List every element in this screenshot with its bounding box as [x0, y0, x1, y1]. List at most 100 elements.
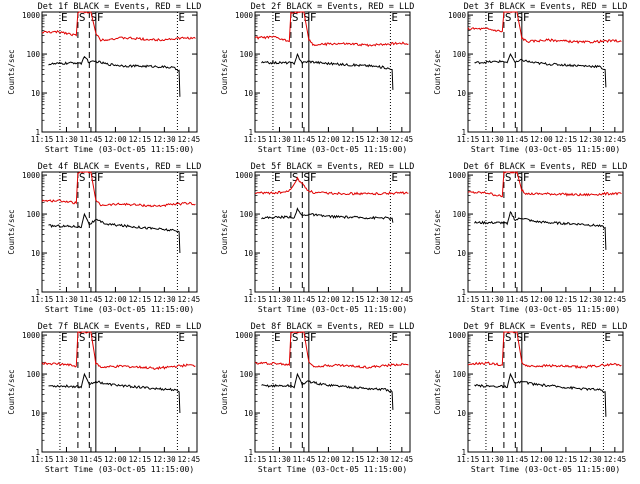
- marker-label: E: [487, 331, 494, 344]
- x-tick-label: 11:30: [55, 135, 78, 144]
- x-tick-label: 12:15: [555, 455, 578, 464]
- y-tick-label: 10: [244, 89, 254, 98]
- y-tick-label: 1000: [448, 331, 467, 340]
- chart-title: Det 1f BLACK = Events, RED = LLD: [38, 2, 202, 12]
- y-tick-label: 100: [239, 370, 253, 379]
- marker-label: S: [303, 11, 310, 24]
- x-axis-label: Start Time (03-Oct-05 11:15:00): [258, 145, 407, 154]
- marker-label: E: [391, 331, 398, 344]
- x-tick-label: 12:45: [391, 295, 414, 304]
- marker-label: E: [391, 11, 398, 24]
- marker-label: S: [303, 171, 310, 184]
- marker-label: F: [97, 331, 104, 344]
- marker-label: F: [310, 11, 317, 24]
- x-tick-label: 12:30: [579, 295, 602, 304]
- x-tick-label: 12:30: [153, 455, 176, 464]
- x-tick-label: 12:45: [604, 135, 627, 144]
- x-tick-label: 11:30: [481, 455, 504, 464]
- x-tick-label: 12:00: [104, 295, 127, 304]
- x-tick-label: 11:45: [80, 295, 103, 304]
- chart-svg: Det 9f BLACK = Events, RED = LLD 1 10 100 10…: [433, 322, 627, 474]
- x-tick-label: 11:15: [244, 295, 267, 304]
- x-tick-label: 12:15: [342, 455, 365, 464]
- series-events-line: [48, 212, 181, 254]
- x-tick-label: 12:00: [317, 295, 340, 304]
- y-tick-label: 1000: [22, 331, 41, 340]
- x-tick-label: 12:30: [366, 135, 389, 144]
- x-tick-label: 12:15: [129, 455, 152, 464]
- x-tick-label: 11:15: [31, 135, 54, 144]
- marker-label: S: [90, 11, 97, 24]
- x-tick-label: 12:45: [604, 295, 627, 304]
- y-tick-label: 1000: [448, 171, 467, 180]
- marker-label: E: [274, 11, 281, 24]
- plot-frame: [467, 11, 624, 133]
- y-tick-label: 10: [244, 409, 254, 418]
- chart-title: Det 4f BLACK = Events, RED = LLD: [38, 162, 202, 172]
- x-tick-label: 11:30: [481, 135, 504, 144]
- chart-svg: Det 3f BLACK = Events, RED = LLD 1 10 100 10…: [433, 2, 627, 154]
- y-axis-label: Counts/sec: [220, 209, 229, 254]
- x-tick-label: 11:15: [457, 295, 480, 304]
- x-tick-label: 11:15: [244, 455, 267, 464]
- plot-frame: [254, 171, 411, 293]
- x-tick-label: 12:15: [555, 135, 578, 144]
- x-tick-label: 12:30: [366, 295, 389, 304]
- y-axis-label: Counts/sec: [7, 369, 16, 414]
- marker-label: S: [90, 171, 97, 184]
- x-tick-label: 11:30: [55, 455, 78, 464]
- x-tick-label: 12:00: [530, 455, 553, 464]
- marker-label: F: [97, 171, 104, 184]
- marker-label: E: [604, 331, 611, 344]
- y-tick-label: 100: [452, 210, 466, 219]
- x-axis-label: Start Time (03-Oct-05 11:15:00): [471, 465, 620, 474]
- marker-label: S: [90, 331, 97, 344]
- marker-label: E: [391, 171, 398, 184]
- series-events-line: [261, 52, 394, 90]
- y-tick-label: 10: [244, 249, 254, 258]
- chart-title: Det 2f BLACK = Events, RED = LLD: [251, 2, 415, 12]
- plot-frame: [467, 331, 624, 453]
- y-tick-label: 1: [248, 288, 253, 297]
- plot-frame: [41, 11, 198, 133]
- detector-panel-1: Det 1f BLACK = Events, RED = LLD 1 10 100 10…: [0, 0, 213, 160]
- plot-frame: [467, 171, 624, 293]
- chart-svg: Det 7f BLACK = Events, RED = LLD 1 10 100 10…: [7, 322, 202, 474]
- y-tick-label: 100: [26, 370, 40, 379]
- x-tick-label: 11:15: [457, 135, 480, 144]
- x-tick-label: 12:00: [104, 455, 127, 464]
- y-tick-label: 100: [239, 50, 253, 59]
- marker-label: F: [310, 171, 317, 184]
- series-lld-line: [467, 11, 622, 45]
- y-tick-label: 1000: [22, 171, 41, 180]
- x-tick-label: 12:30: [153, 295, 176, 304]
- x-tick-label: 12:45: [178, 455, 201, 464]
- marker-label: S: [79, 171, 86, 184]
- marker-label: E: [487, 11, 494, 24]
- chart-title: Det 7f BLACK = Events, RED = LLD: [38, 322, 202, 332]
- y-axis-label: Counts/sec: [220, 49, 229, 94]
- marker-label: E: [604, 171, 611, 184]
- marker-label: S: [303, 331, 310, 344]
- chart-title: Det 6f BLACK = Events, RED = LLD: [464, 162, 628, 172]
- marker-label: S: [505, 11, 512, 24]
- x-tick-label: 11:30: [268, 295, 291, 304]
- series-lld-line: [41, 171, 196, 208]
- chart-title: Det 8f BLACK = Events, RED = LLD: [251, 322, 415, 332]
- y-tick-label: 100: [26, 210, 40, 219]
- x-axis-label: Start Time (03-Oct-05 11:15:00): [258, 305, 407, 314]
- series-events-line: [48, 55, 181, 97]
- series-lld-line: [254, 176, 409, 196]
- x-tick-label: 11:45: [293, 455, 316, 464]
- marker-label: F: [523, 171, 530, 184]
- series-events-line: [261, 207, 394, 223]
- y-tick-label: 1: [461, 288, 466, 297]
- x-tick-label: 12:45: [178, 135, 201, 144]
- x-axis-label: Start Time (03-Oct-05 11:15:00): [45, 145, 194, 154]
- marker-label: F: [97, 11, 104, 24]
- y-axis-label: Counts/sec: [7, 209, 16, 254]
- x-tick-label: 12:45: [178, 295, 201, 304]
- plot-frame: [41, 331, 198, 453]
- x-tick-label: 11:30: [55, 295, 78, 304]
- marker-label: S: [505, 171, 512, 184]
